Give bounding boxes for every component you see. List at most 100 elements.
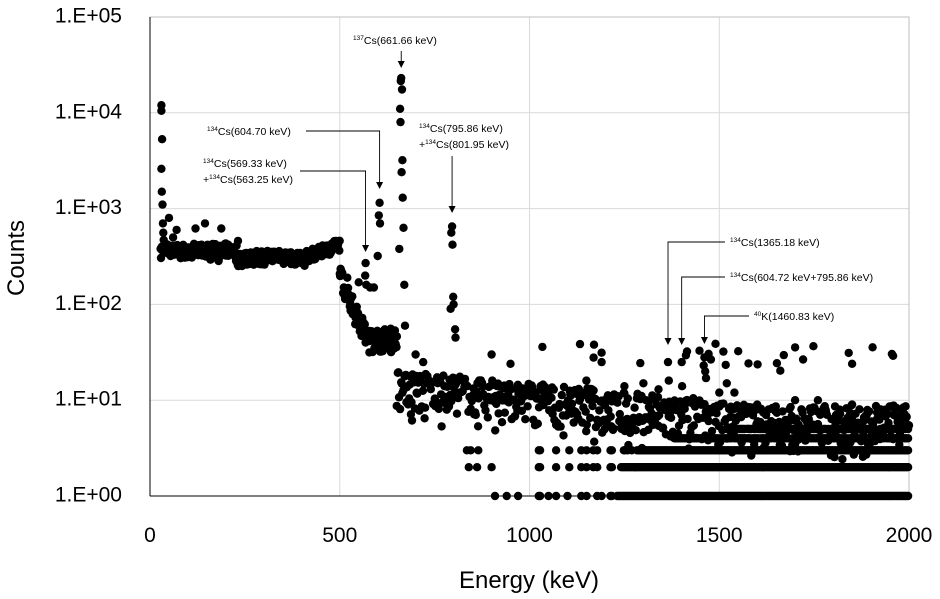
data-point bbox=[343, 273, 352, 282]
data-point bbox=[711, 339, 720, 348]
data-point bbox=[392, 332, 402, 341]
data-point bbox=[883, 409, 892, 418]
data-point bbox=[730, 388, 739, 397]
data-point bbox=[744, 359, 753, 368]
data-point bbox=[563, 491, 572, 501]
data-point bbox=[734, 347, 743, 356]
data-point bbox=[549, 385, 558, 394]
annotation-label: 134Cs(604.72 keV+795.86 keV) bbox=[730, 272, 873, 284]
annotation-label: 40K(1460.83 keV) bbox=[754, 311, 834, 323]
data-point bbox=[719, 399, 728, 408]
data-point bbox=[400, 321, 410, 330]
data-point bbox=[172, 225, 181, 235]
data-point bbox=[449, 292, 458, 301]
data-point bbox=[567, 399, 577, 408]
annotation-label: 137Cs(661.66 keV) bbox=[353, 35, 437, 47]
data-point bbox=[418, 386, 428, 395]
data-point bbox=[597, 491, 606, 501]
data-point bbox=[487, 350, 496, 359]
annotation-label: 134Cs(604.70 keV) bbox=[207, 126, 291, 138]
data-point bbox=[695, 346, 704, 355]
data-point bbox=[700, 400, 709, 409]
data-point bbox=[407, 416, 417, 425]
data-point bbox=[582, 427, 591, 436]
data-point bbox=[575, 339, 585, 349]
data-point bbox=[164, 213, 174, 223]
data-point bbox=[790, 396, 800, 405]
x-tick-label: 2000 bbox=[886, 524, 933, 547]
data-point bbox=[447, 397, 456, 406]
data-point bbox=[369, 283, 379, 292]
data-point bbox=[473, 422, 483, 431]
data-point bbox=[551, 446, 561, 455]
data-point bbox=[586, 413, 595, 423]
data-point bbox=[494, 409, 503, 418]
annotation-line bbox=[667, 241, 725, 338]
data-point bbox=[168, 233, 178, 242]
data-point bbox=[395, 104, 405, 114]
data-point bbox=[523, 402, 532, 411]
data-point bbox=[809, 342, 818, 351]
data-point bbox=[335, 236, 344, 245]
data-point bbox=[771, 402, 780, 411]
data-point bbox=[786, 402, 795, 412]
annotation-text: Cs(604.72 keV+795.86 keV) bbox=[741, 272, 873, 284]
data-point bbox=[680, 404, 689, 413]
data-point bbox=[434, 404, 443, 414]
annotation-line bbox=[703, 315, 749, 337]
annotation-superscript: 137 bbox=[353, 35, 364, 42]
data-point bbox=[653, 392, 663, 402]
data-point bbox=[398, 193, 407, 202]
y-tick-label: 1.E+02 bbox=[55, 292, 122, 315]
data-point bbox=[521, 415, 530, 424]
data-point bbox=[490, 491, 500, 501]
data-point bbox=[565, 446, 574, 455]
data-points bbox=[156, 73, 914, 501]
data-point bbox=[191, 224, 200, 233]
data-point bbox=[677, 357, 686, 367]
data-point bbox=[157, 135, 167, 144]
data-point bbox=[535, 446, 545, 455]
data-point bbox=[407, 398, 416, 407]
data-point bbox=[419, 357, 428, 367]
data-point bbox=[565, 463, 574, 472]
annotation-text: K(1460.83 keV) bbox=[761, 311, 834, 323]
data-point bbox=[677, 382, 687, 391]
data-point bbox=[506, 359, 515, 368]
data-point bbox=[411, 350, 420, 359]
data-point bbox=[888, 351, 898, 360]
data-point bbox=[361, 271, 370, 280]
annotation-text: Cs(795.86 keV) bbox=[430, 123, 503, 135]
data-point bbox=[821, 405, 830, 414]
x-tick-label: 500 bbox=[322, 524, 357, 547]
data-point bbox=[666, 413, 676, 422]
data-point bbox=[590, 437, 599, 446]
data-point bbox=[903, 491, 913, 501]
annotation-superscript: 134 bbox=[203, 158, 214, 165]
data-point bbox=[595, 406, 604, 415]
data-point bbox=[559, 431, 568, 440]
data-point bbox=[500, 408, 509, 417]
annotation-text: Cs(1365.18 keV) bbox=[741, 237, 820, 249]
data-point bbox=[790, 343, 800, 352]
data-point bbox=[159, 235, 168, 245]
data-point bbox=[844, 348, 853, 358]
data-point bbox=[704, 416, 713, 426]
data-point bbox=[544, 491, 553, 501]
annotation-prefix: + bbox=[203, 174, 209, 186]
data-point bbox=[538, 342, 547, 352]
data-point bbox=[478, 382, 487, 391]
y-tick-label: 1.E+01 bbox=[55, 388, 122, 411]
data-point bbox=[157, 106, 166, 116]
data-point bbox=[753, 400, 762, 409]
data-point bbox=[715, 388, 724, 397]
data-point bbox=[400, 280, 409, 289]
data-point bbox=[396, 76, 405, 86]
annotation-line bbox=[300, 170, 367, 245]
data-point bbox=[835, 409, 845, 418]
data-point bbox=[753, 360, 762, 369]
data-point bbox=[593, 463, 602, 472]
data-point bbox=[447, 228, 456, 237]
annotation-label: 134Cs(795.86 keV) bbox=[419, 123, 503, 135]
data-point bbox=[361, 258, 370, 268]
